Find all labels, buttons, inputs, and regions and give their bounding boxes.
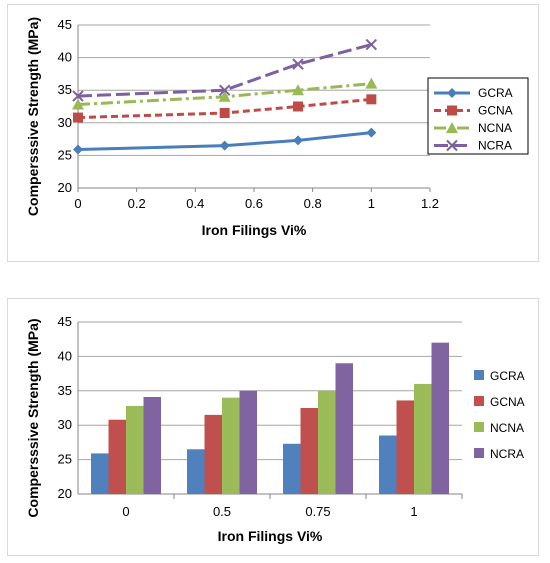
y-tick-label: 45 [58,314,72,329]
legend-label: NCNA [490,421,524,435]
x-axis-title: Iron Filings Vi% [218,528,323,544]
data-point [365,77,378,89]
y-tick-label: 25 [58,147,72,162]
legend-label: NCRA [490,447,524,461]
x-tick-label: 0.4 [186,196,204,211]
legend-label: NCRA [478,139,512,153]
data-point [218,90,231,102]
data-point-stroke-b [72,90,84,102]
data-point [219,108,230,119]
x-tick-label: 1.2 [421,196,439,211]
x-tick-label: 0 [74,196,81,211]
bar-chart-panel [7,298,539,556]
y-tick-label: 30 [58,115,72,130]
y-tick-label: 20 [58,486,72,501]
data-point [72,90,84,102]
series-ncna [72,77,378,110]
legend-label: NCNA [478,121,512,135]
series-gcra [73,127,377,155]
bar-gcna [204,414,222,494]
data-point [73,112,83,123]
legend-label: GCRA [490,369,525,383]
bar-ncna [414,383,432,494]
bar-gcna [396,400,414,494]
x-tick-label: 0.2 [128,196,146,211]
y-tick-label: 35 [58,82,72,97]
bar-ncra [335,363,353,494]
legend-label: GCNA [478,104,513,118]
bar-gcna [300,408,318,494]
series-ncra [72,38,378,102]
legend-marker [447,88,457,98]
series-line [77,131,372,152]
legend-label: GCNA [490,395,525,409]
y-axis-title: Compersssive Strength (MPa) [25,17,41,216]
data-point-stroke-b [292,58,304,70]
y-tick-label: 45 [58,17,72,32]
x-tick-label: 1 [410,504,417,519]
bar-gcra [187,449,205,494]
series-line [77,82,372,107]
x-tick-label: 0.5 [213,504,231,519]
x-tick-label: 0.6 [245,196,263,211]
legend-box [427,77,529,155]
data-point [72,98,84,110]
bar-ncna [222,397,240,494]
data-point [218,84,231,96]
y-tick-label: 30 [58,417,72,432]
y-tick-label: 25 [58,452,72,467]
legend-marker-stroke-b [446,139,458,152]
legend-swatch [474,422,484,432]
legend-swatch [474,448,484,458]
legend-swatch [474,396,484,406]
x-axis-title: Iron Filings Vi% [202,222,307,238]
y-tick-label: 40 [58,348,72,363]
data-point [292,58,304,70]
x-tick-label: 0.8 [304,196,322,211]
bar-gcra [379,435,397,494]
data-point [293,101,303,112]
x-tick-label: 0 [122,504,129,519]
bar-ncna [126,405,144,494]
series-gcna [73,94,377,123]
y-axis-title: Compersssive Strength (MPa) [25,318,41,517]
series-line [77,97,372,120]
legend: GCRA GCNA NCNA NCRA [427,77,529,155]
legend-marker [447,105,457,116]
legend: GCRA GCNA NCNA NCRA [474,369,525,461]
data-point [366,94,377,105]
data-point-stroke-b [218,84,231,96]
bar-ncra [431,342,449,494]
y-tick-label: 40 [58,50,72,65]
bar-ncra [143,396,161,494]
bar-ncna [318,390,336,494]
data-point [219,140,230,151]
legend-swatch [474,370,484,380]
y-tick-label: 35 [58,383,72,398]
y-tick-label: 20 [58,180,72,195]
legend-label: GCRA [478,86,513,100]
data-point [293,135,303,146]
data-point-stroke-b [365,38,378,51]
legend-marker [446,122,458,133]
data-point [292,84,304,96]
bar-ncra [239,390,257,494]
bar-gcna [108,419,126,494]
bar-gcra [91,453,109,494]
bar-gcra [283,443,301,494]
x-tick-label: 1 [368,196,375,211]
legend-marker [446,139,458,152]
data-point [366,127,377,138]
data-point [365,38,378,51]
line-chart: 20 25 30 35 40 45 0 0.2 0.4 0.6 0.8 1 1.2 Iron Filing… [25,17,529,238]
x-tick-label: 0.75 [305,504,330,519]
data-point [73,144,83,155]
